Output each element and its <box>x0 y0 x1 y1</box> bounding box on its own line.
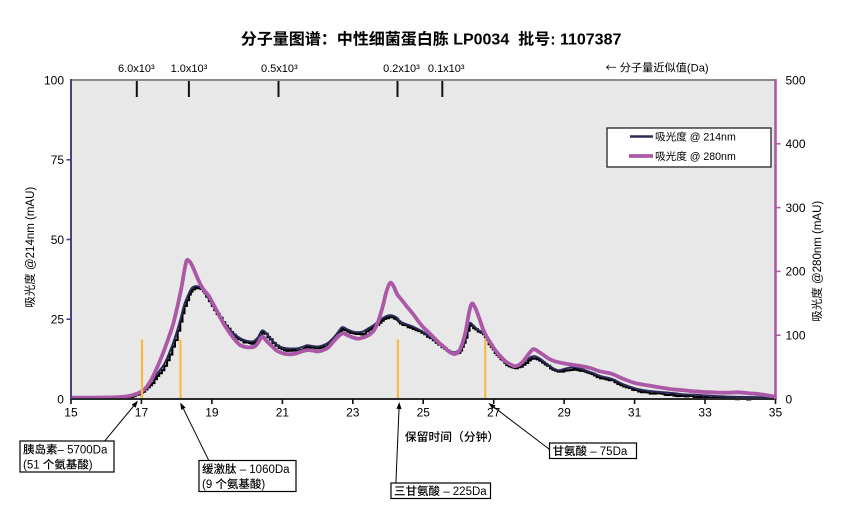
svg-text:– 75Da: – 75Da <box>590 446 628 458</box>
svg-text:25: 25 <box>417 406 431 420</box>
svg-text:29: 29 <box>558 406 572 420</box>
svg-text:): ) <box>89 460 93 472</box>
svg-text:0: 0 <box>57 392 64 406</box>
svg-text:400: 400 <box>786 137 806 151</box>
svg-text:0: 0 <box>786 392 793 406</box>
svg-text:6.0x10³: 6.0x10³ <box>118 63 155 75</box>
svg-text:27: 27 <box>487 406 501 420</box>
svg-text:): ) <box>261 479 265 491</box>
svg-text:17: 17 <box>135 406 149 420</box>
svg-text:– 1060Da: – 1060Da <box>240 464 290 476</box>
svg-text:75: 75 <box>51 153 65 167</box>
svg-text:@ 280nm: @ 280nm <box>690 151 736 163</box>
svg-text:31: 31 <box>628 406 642 420</box>
svg-text:0.1x10³: 0.1x10³ <box>428 63 465 75</box>
svg-text:@214nm (mAU): @214nm (mAU) <box>25 187 37 270</box>
svg-text:– 5700Da: – 5700Da <box>58 445 108 457</box>
svg-text:15: 15 <box>64 406 78 420</box>
svg-text:LP0034: LP0034 <box>453 32 509 49</box>
svg-text:21: 21 <box>276 406 290 420</box>
svg-text:@280nm (mAU): @280nm (mAU) <box>812 201 824 284</box>
svg-text:: 1107387: : 1107387 <box>550 32 621 49</box>
svg-text:500: 500 <box>786 73 806 87</box>
svg-text:23: 23 <box>346 406 360 420</box>
svg-text:– 225Da: – 225Da <box>443 486 487 498</box>
svg-text:33: 33 <box>698 406 712 420</box>
svg-text:50: 50 <box>51 233 65 247</box>
svg-text:(9: (9 <box>202 479 212 491</box>
svg-text:0.2x10³: 0.2x10³ <box>383 63 420 75</box>
svg-text:35: 35 <box>769 406 783 420</box>
svg-text:@ 214nm: @ 214nm <box>690 132 736 144</box>
svg-text:200: 200 <box>786 265 806 279</box>
svg-text:0.5x10³: 0.5x10³ <box>261 63 298 75</box>
svg-text:19: 19 <box>205 406 219 420</box>
svg-text:100: 100 <box>786 329 806 343</box>
svg-text:1.0x10³: 1.0x10³ <box>171 63 208 75</box>
svg-text:(51: (51 <box>23 460 40 472</box>
svg-text:25: 25 <box>51 313 65 327</box>
svg-text:100: 100 <box>44 73 64 87</box>
svg-text:300: 300 <box>786 201 806 215</box>
svg-text:(Da): (Da) <box>687 63 709 75</box>
